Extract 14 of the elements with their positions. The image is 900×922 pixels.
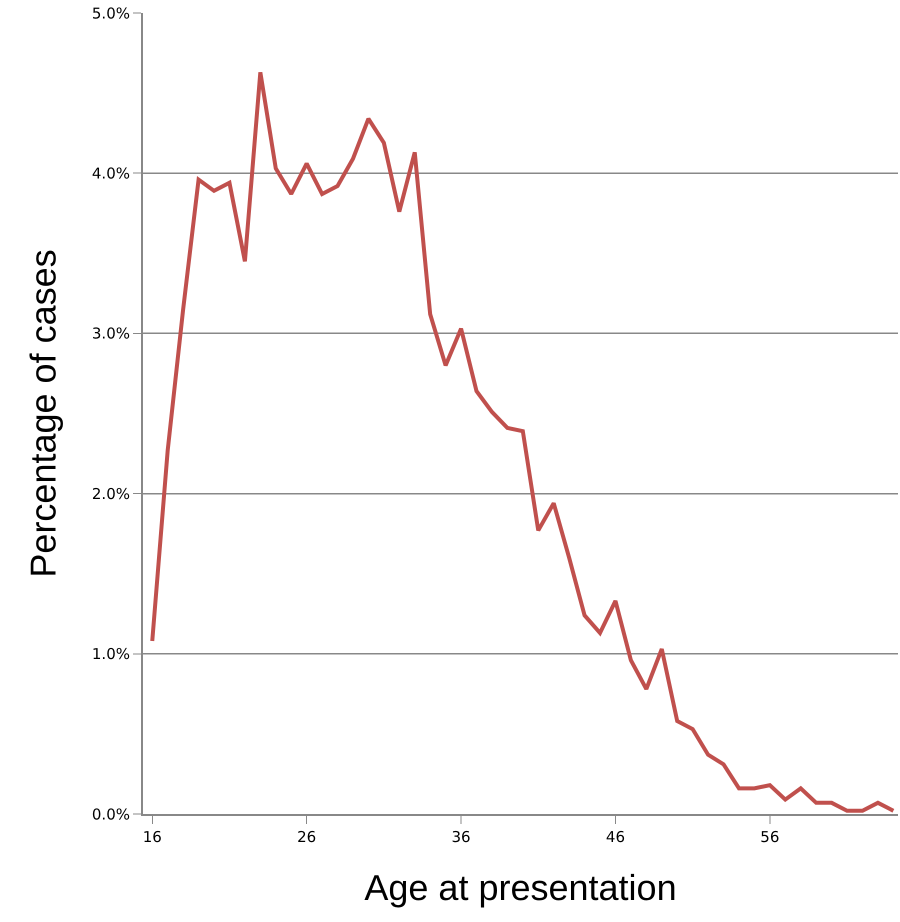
x-tick-label: 16 [142, 828, 162, 846]
x-tick-label: 56 [760, 828, 780, 846]
y-tick-label: 1.0% [92, 645, 130, 664]
y-axis-title: Percentage of cases [22, 249, 64, 578]
y-tick-label: 4.0% [92, 164, 130, 182]
y-tick-label: 2.0% [92, 484, 130, 503]
x-tick-label: 46 [606, 828, 625, 846]
x-tick-label: 26 [297, 828, 316, 846]
x-tick-label: 36 [452, 828, 471, 846]
y-tick-label: 5.0% [92, 4, 130, 22]
y-tick-label: 3.0% [92, 324, 130, 343]
x-axis-title: Age at presentation [364, 867, 677, 908]
y-tick-label: 0.0% [92, 805, 130, 824]
line-series [150, 70, 896, 813]
